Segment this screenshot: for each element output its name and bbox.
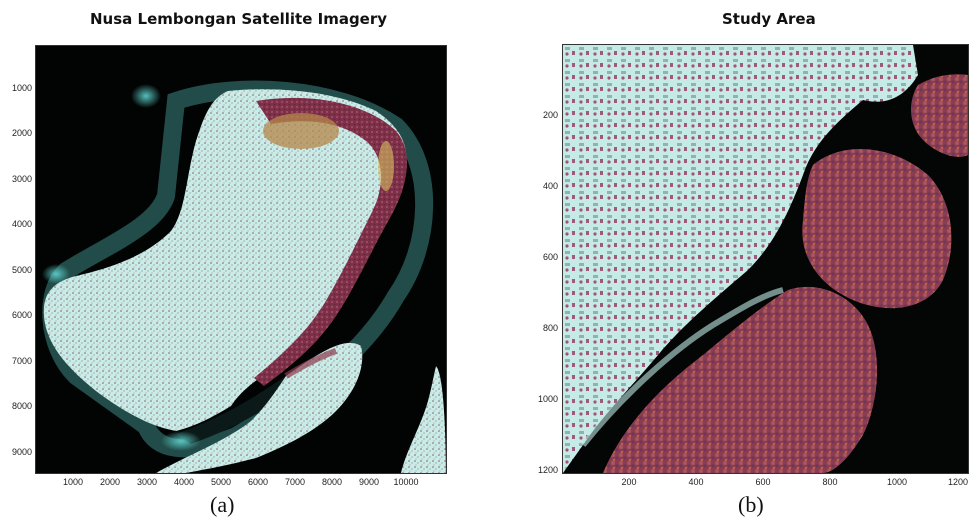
satellite-island-image	[36, 46, 446, 473]
x-tick-b: 800	[822, 477, 838, 487]
x-tick-a: 4000	[173, 477, 195, 487]
y-tick-b: 600	[542, 252, 558, 262]
x-tick-b: 1200	[947, 477, 969, 487]
study-area-image	[563, 45, 968, 473]
satellite-image-frame	[35, 45, 447, 474]
y-tick-b: 200	[542, 110, 558, 120]
y-tick-a: 9000	[11, 447, 32, 457]
y-tick-a: 5000	[11, 265, 32, 275]
y-tick-a: 7000	[11, 356, 32, 366]
x-tick-a: 3000	[136, 477, 158, 487]
y-tick-a: 3000	[11, 174, 32, 184]
panel-b: Study Area	[500, 0, 978, 524]
y-tick-a: 6000	[11, 310, 32, 320]
y-tick-b: 400	[542, 181, 558, 191]
x-tick-a: 7000	[284, 477, 306, 487]
x-tick-a: 10000	[393, 477, 419, 487]
x-tick-a: 5000	[210, 477, 232, 487]
panel-a-caption: (a)	[210, 492, 235, 517]
x-tick-b: 200	[621, 477, 637, 487]
x-tick-a: 8000	[321, 477, 343, 487]
panel-a-title: Nusa Lembongan Satellite Imagery	[90, 10, 388, 28]
panel-b-caption: (b)	[738, 492, 764, 517]
y-tick-b: 800	[542, 323, 558, 333]
panel-b-title: Study Area	[722, 10, 816, 28]
y-tick-b: 1200	[537, 465, 558, 475]
study-area-image-frame	[562, 44, 969, 474]
panel-a: Nusa Lembongan Satellite Imagery	[0, 0, 460, 524]
x-tick-a: 6000	[247, 477, 269, 487]
x-tick-b: 400	[688, 477, 704, 487]
y-tick-a: 1000	[11, 83, 32, 93]
y-tick-a: 8000	[11, 401, 32, 411]
x-tick-a: 1000	[62, 477, 84, 487]
y-tick-b: 1000	[537, 394, 558, 404]
x-tick-b: 1000	[886, 477, 908, 487]
y-tick-a: 4000	[11, 219, 32, 229]
y-tick-a: 2000	[11, 128, 32, 138]
x-tick-b: 600	[755, 477, 771, 487]
x-tick-a: 2000	[99, 477, 121, 487]
x-tick-a: 9000	[358, 477, 380, 487]
